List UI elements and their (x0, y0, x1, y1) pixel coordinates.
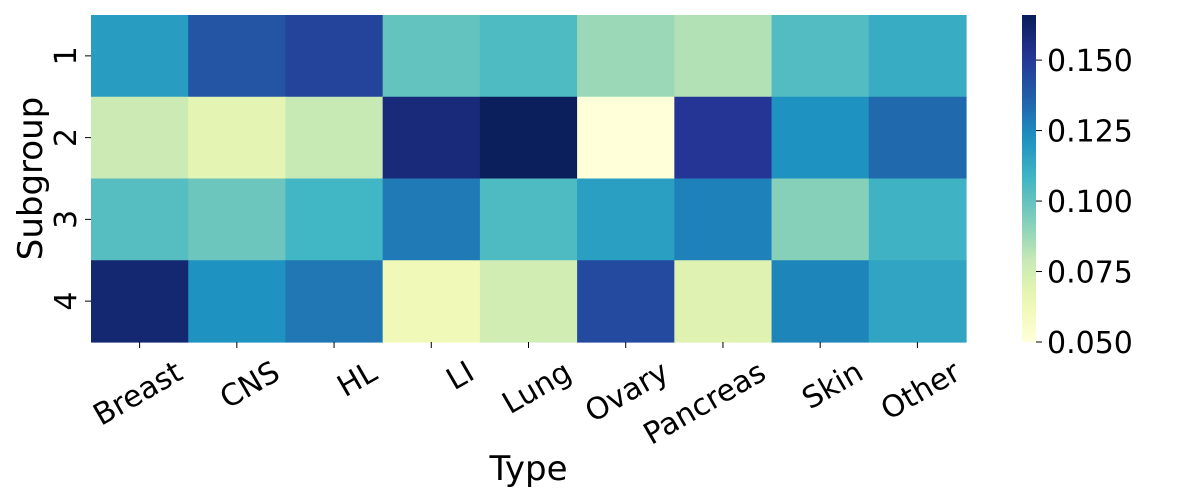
heatmap-cell-4-Ovary (577, 260, 675, 343)
heatmap-cell-2-Skin (771, 96, 870, 180)
heatmap-cell-2-Other (868, 96, 967, 180)
heatmap-cell-2-Pancreas (674, 96, 773, 180)
x-tick-label: HL (332, 354, 384, 404)
heatmap-cell-3-Other (868, 178, 967, 261)
heatmap-cell-3-LI (382, 178, 481, 261)
y-tick-label: 4 (49, 292, 84, 311)
heatmap-cell-4-Skin (771, 260, 870, 343)
colorbar-ticks: 0.050 0.075 0.100 0.125 0.150 (1036, 44, 1133, 361)
heatmap-cell-2-Breast (91, 96, 189, 180)
heatmap-cell-2-Lung (479, 96, 578, 180)
heatmap-cell-1-Ovary (577, 15, 675, 98)
heatmap-cell-3-CNS (188, 178, 287, 261)
y-tick-label: 3 (49, 210, 84, 229)
heatmap-cell-3-Ovary (577, 178, 675, 261)
x-tick-label: Breast (88, 355, 189, 434)
heatmap-cell-3-HL (285, 178, 384, 261)
colorbar-tick-label: 0.150 (1047, 44, 1133, 79)
heatmap-cell-1-Other (868, 15, 967, 98)
y-axis-label: Subgroup (11, 97, 51, 260)
colorbar-tick-label: 0.125 (1047, 115, 1133, 150)
heatmap-cell-3-Breast (91, 178, 189, 261)
heatmap-cell-4-HL (285, 260, 384, 343)
heatmap-cell-4-CNS (188, 260, 287, 343)
heatmap-cell-2-LI (382, 96, 481, 180)
x-tick-label: Lung (497, 355, 578, 422)
heatmap-cell-1-Breast (91, 15, 189, 98)
heatmap-cell-2-Ovary (577, 96, 675, 180)
x-axis-label: Type (488, 449, 567, 489)
colorbar (1022, 15, 1036, 342)
heatmap-cell-4-Pancreas (674, 260, 773, 343)
heatmap-cell-1-HL (285, 15, 384, 98)
colorbar-tick-label: 0.050 (1047, 326, 1133, 361)
colorbar-tick-label: 0.075 (1047, 256, 1133, 291)
colorbar-tick-label: 0.100 (1047, 185, 1133, 220)
heatmap-cell-1-LI (382, 15, 481, 98)
y-tick-label: 1 (49, 46, 84, 65)
heatmap-cell-3-Lung (479, 178, 578, 261)
x-tick-label: Skin (796, 355, 869, 417)
heatmap-cell-4-LI (382, 260, 481, 343)
y-tick-label: 2 (49, 128, 84, 147)
heatmap-cell-2-CNS (188, 96, 287, 180)
heatmap-cell-2-HL (285, 96, 384, 180)
heatmap-cells (91, 15, 967, 343)
heatmap-cell-4-Breast (91, 260, 189, 343)
x-tick-label: LI (441, 355, 481, 398)
y-tick-labels: 1 2 3 4 (49, 46, 91, 311)
heatmap-cell-4-Lung (479, 260, 578, 343)
heatmap-cell-1-Lung (479, 15, 578, 98)
heatmap-cell-4-Other (868, 260, 967, 343)
x-tick-label: Other (875, 354, 967, 427)
heatmap-cell-3-Pancreas (674, 178, 773, 261)
heatmap-cell-1-CNS (188, 15, 287, 98)
heatmap-cell-1-Skin (771, 15, 870, 98)
heatmap-cell-3-Skin (771, 178, 870, 261)
heatmap-cell-1-Pancreas (674, 15, 773, 98)
x-tick-label: CNS (214, 355, 286, 417)
